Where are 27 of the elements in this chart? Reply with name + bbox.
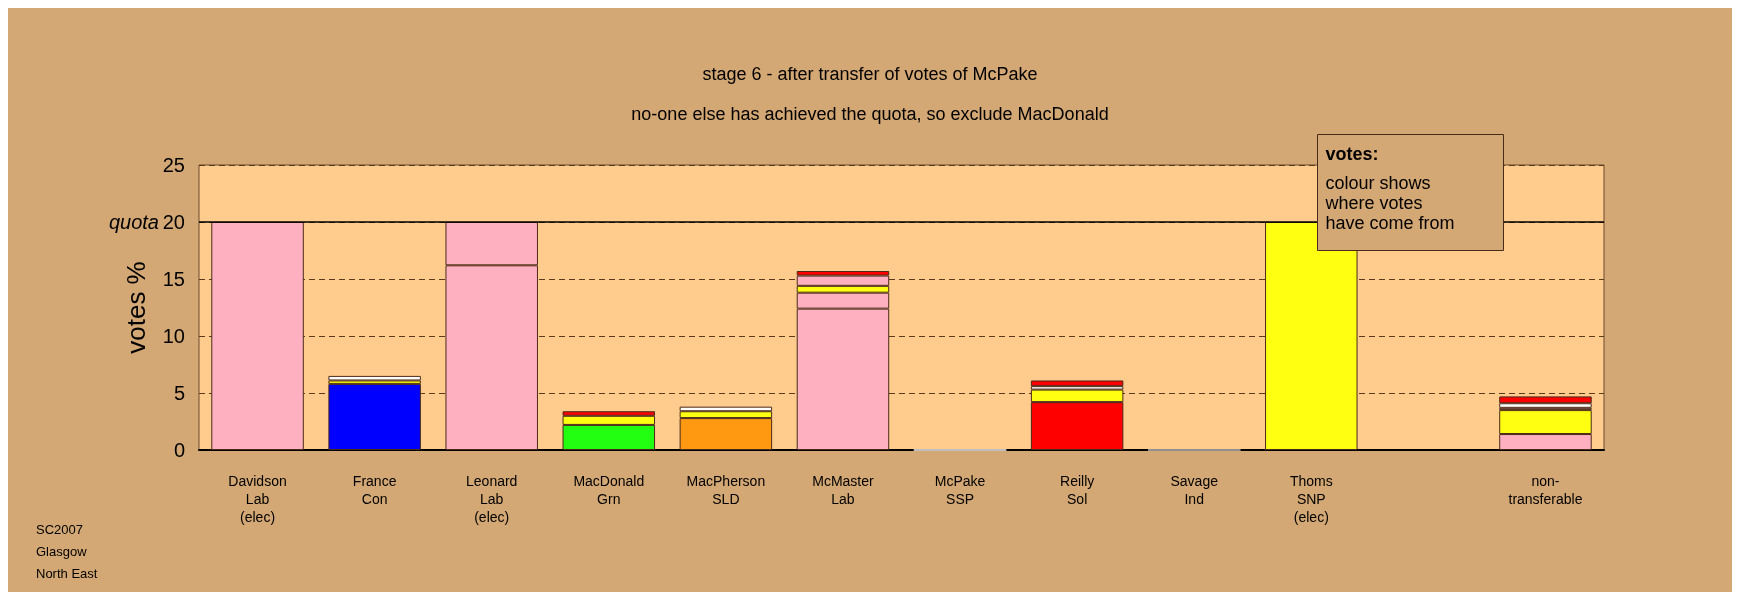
ref-line-label: quota <box>108 211 159 233</box>
x-tick-label: MacPherson SLD <box>686 473 766 507</box>
x-tick-label: non- transferable <box>1508 473 1583 507</box>
y-tick-label: 10 <box>162 325 185 347</box>
bar <box>328 383 421 450</box>
bar <box>211 222 304 450</box>
x-tick-label: McPake SSP <box>934 473 986 507</box>
annotation: votes: colour shows where votes have come from <box>1324 143 1455 233</box>
x-tick-label: MacDonald Grn <box>573 473 645 507</box>
y-tick-label: 15 <box>162 268 185 290</box>
chart-title: stage 6 - after transfer of votes of McPake <box>702 64 1038 84</box>
x-tick-label: Thoms SNP (elec) <box>1289 473 1333 525</box>
x-tick-label: Reilly Sol <box>1060 473 1095 507</box>
x-tick-label: Savage Ind <box>1170 473 1219 507</box>
x-tick-label: McMaster Lab <box>812 473 875 507</box>
y-axis-title: votes % <box>121 261 151 354</box>
y-tick-label: 20 <box>162 211 185 233</box>
y-tick-label: 25 <box>162 154 185 176</box>
x-tick-label: Davidson Lab (elec) <box>228 473 287 525</box>
bar <box>1499 396 1592 404</box>
y-tick-label: 0 <box>173 439 185 461</box>
y-tick-label: 5 <box>173 382 185 404</box>
bar <box>328 375 421 381</box>
chart-subtitle: no-one else has achieved the quota, so exclude MacDonald <box>631 104 1109 124</box>
text: SC2007 Glasgow North East <box>36 521 98 581</box>
x-tick-label: Leonard Lab (elec) <box>466 473 518 525</box>
x-tick-label: France Con <box>352 473 397 507</box>
